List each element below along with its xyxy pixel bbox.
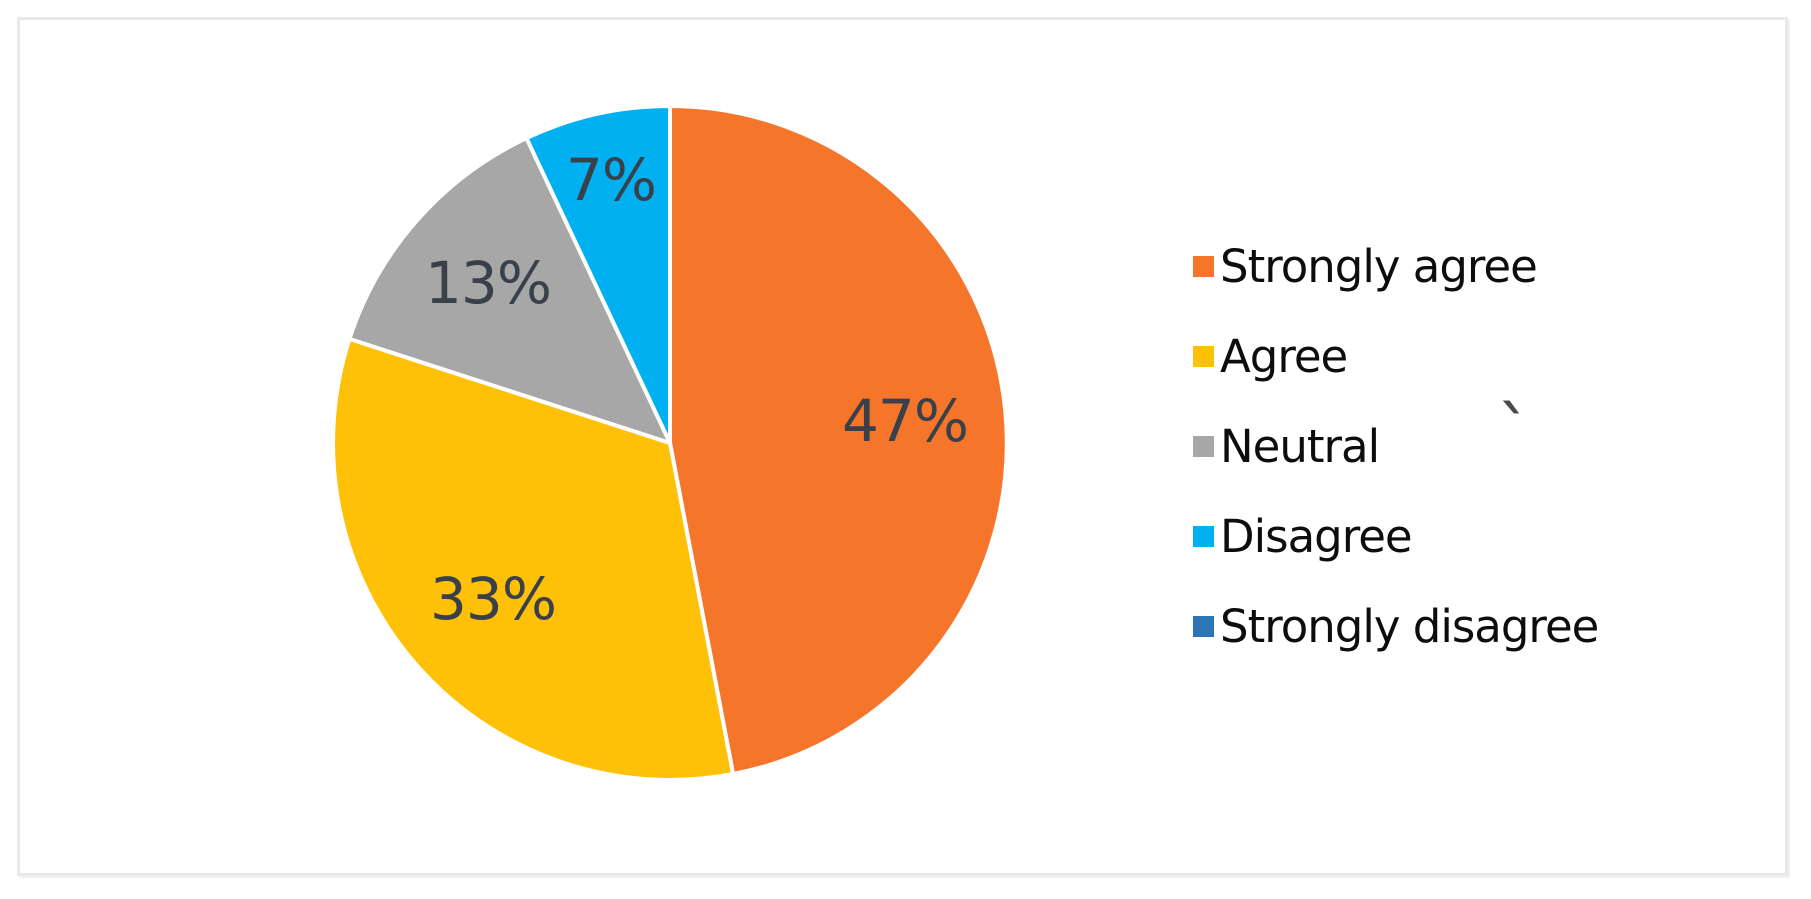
legend-swatch-strongly-disagree — [1193, 615, 1214, 637]
legend-item-agree: Agree — [1193, 311, 1598, 401]
slice-label-strongly-agree: 47% — [842, 387, 968, 455]
slice-label-agree: 33% — [430, 565, 556, 633]
slice-label-disagree: 7% — [566, 146, 656, 214]
slice-label-neutral: 13% — [425, 249, 551, 317]
legend-swatch-agree — [1193, 345, 1214, 367]
pie-slice-agree — [331, 336, 736, 782]
pie-slice-disagree — [524, 104, 672, 445]
legend-item-strongly-agree: Strongly agree — [1193, 221, 1598, 311]
legend-item-neutral: Neutral — [1193, 401, 1598, 491]
legend-swatch-strongly-agree — [1193, 255, 1214, 277]
legend-swatch-disagree — [1193, 525, 1214, 547]
legend: Strongly agree Agree Neutral Disagree St… — [1193, 221, 1599, 671]
pie-slice-neutral — [347, 136, 672, 445]
legend-label: Agree — [1220, 329, 1348, 383]
legend-label: Disagree — [1220, 509, 1413, 563]
stray-mark: ` — [1497, 392, 1532, 474]
pie-slice-strongly-agree — [668, 104, 1009, 776]
legend-label: Strongly agree — [1220, 239, 1538, 293]
legend-item-strongly-disagree: Strongly disagree — [1193, 581, 1599, 671]
legend-label: Neutral — [1220, 419, 1380, 473]
legend-label: Strongly disagree — [1220, 599, 1599, 653]
legend-item-disagree: Disagree — [1193, 491, 1598, 581]
legend-swatch-neutral — [1193, 435, 1214, 457]
